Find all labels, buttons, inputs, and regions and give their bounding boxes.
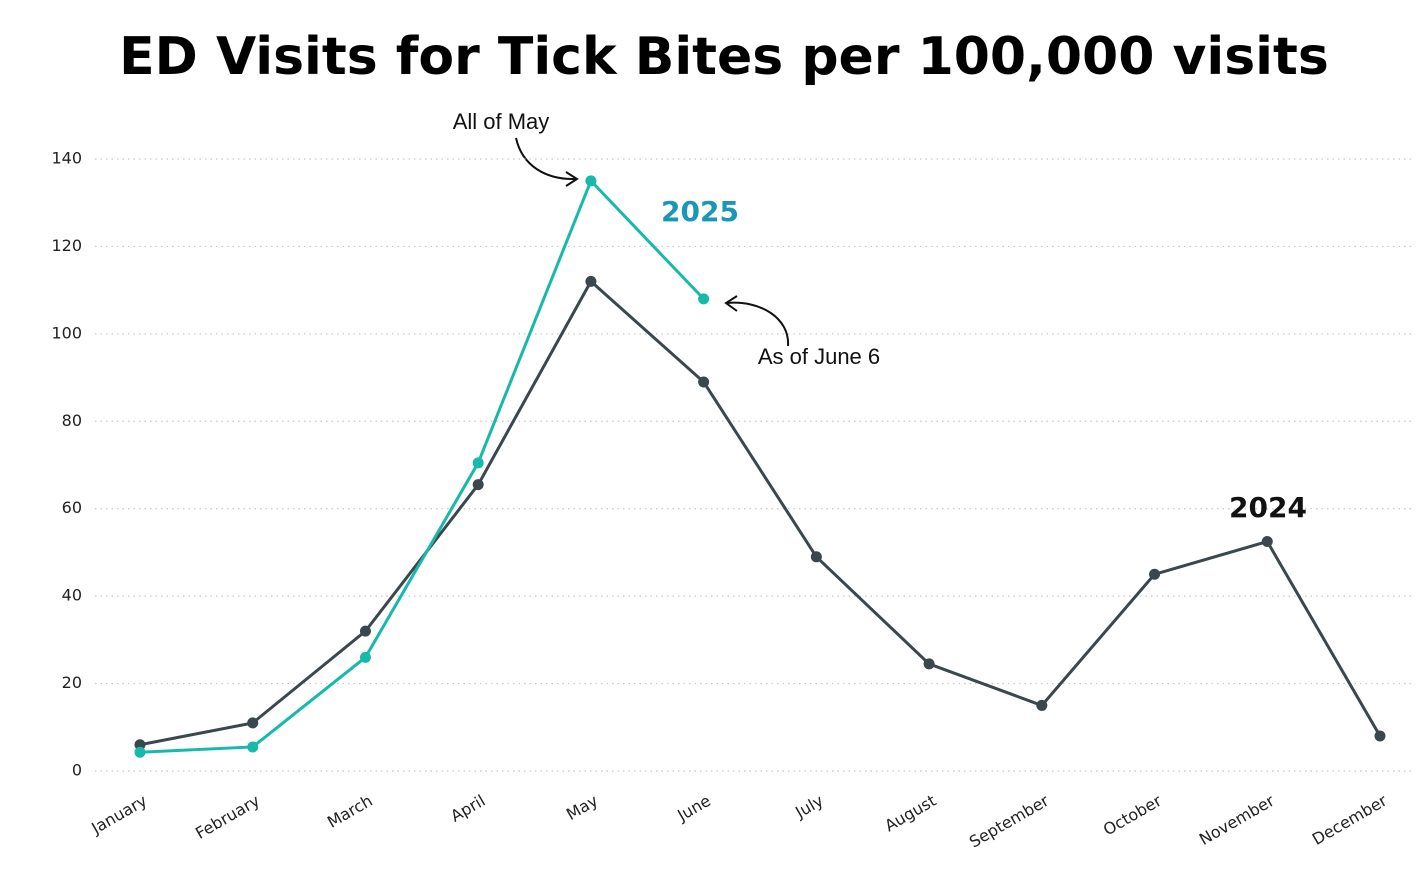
x-tick-label: October: [1100, 791, 1165, 840]
arrow-head: [565, 171, 579, 187]
data-point: [1374, 730, 1386, 742]
arrow-head: [724, 295, 738, 312]
series-label: 2025: [661, 195, 739, 228]
data-point: [134, 746, 146, 758]
data-point: [247, 717, 259, 729]
data-point: [359, 625, 371, 637]
y-tick-label: 20: [62, 673, 82, 692]
data-point: [1149, 568, 1161, 580]
x-tick-label: April: [447, 791, 488, 826]
y-tick-label: 100: [51, 323, 82, 342]
chart-title: ED Visits for Tick Bites per 100,000 vis…: [119, 27, 1329, 87]
x-tick-label: February: [192, 791, 263, 843]
data-point: [472, 479, 484, 491]
data-point: [923, 658, 935, 670]
series-label: 2024: [1229, 491, 1307, 524]
arrow: [515, 137, 577, 181]
x-tick-label: January: [87, 791, 150, 838]
arrow: [726, 301, 790, 347]
y-tick-label: 140: [51, 149, 82, 168]
y-tick-label: 80: [62, 411, 82, 430]
data-point: [1036, 699, 1048, 711]
data-point: [472, 457, 484, 469]
data-point: [585, 275, 597, 287]
data-point: [810, 551, 822, 563]
series-line: [139, 279, 1382, 747]
x-tick-label: June: [673, 791, 714, 825]
x-tick-label: December: [1309, 791, 1391, 849]
data-point: [698, 293, 710, 305]
y-tick-label: 40: [62, 586, 82, 605]
data-point: [1261, 536, 1273, 547]
x-tick-label: August: [881, 791, 939, 835]
y-tick-label: 0: [72, 761, 82, 780]
series-line: [139, 178, 705, 754]
annotation-arrows: [515, 137, 790, 347]
annotation: As of June 6: [758, 344, 880, 369]
x-tick-label: September: [966, 791, 1052, 852]
y-tick-label: 60: [62, 498, 82, 517]
annotation: All of May: [453, 109, 550, 134]
data-point: [247, 741, 259, 753]
data-point: [359, 651, 371, 663]
data-point: [698, 376, 710, 388]
data-point: [585, 175, 597, 187]
y-tick-label: 120: [51, 236, 82, 255]
x-tick-label: May: [563, 791, 601, 824]
x-tick-label: March: [324, 791, 376, 832]
x-tick-label: July: [791, 791, 826, 822]
x-tick-label: November: [1196, 791, 1278, 849]
